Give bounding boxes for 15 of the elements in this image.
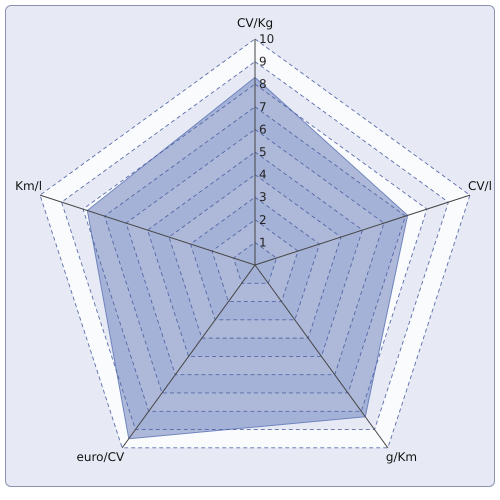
y-tick-label: 1 xyxy=(259,235,267,250)
y-tick-label: 8 xyxy=(259,77,267,92)
spoke-label: g/Km xyxy=(386,450,418,464)
spoke-label: Km/l xyxy=(15,179,42,194)
y-tick-label: 7 xyxy=(259,100,267,114)
y-tick-label: 2 xyxy=(259,212,267,227)
spoke-label: CV/Kg xyxy=(236,16,274,30)
y-tick-label: 10 xyxy=(259,32,274,46)
spoke-label: euro/CV xyxy=(76,450,125,464)
y-tick-label: 3 xyxy=(259,190,267,204)
y-tick-label: 4 xyxy=(259,168,267,182)
y-tick-label: 6 xyxy=(259,122,267,136)
spoke-label: CV/l xyxy=(468,179,492,194)
y-tick-label: 9 xyxy=(259,54,267,69)
y-tick-label: 5 xyxy=(259,145,267,159)
